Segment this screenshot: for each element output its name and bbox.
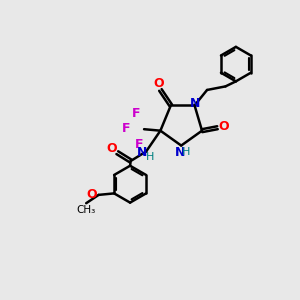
Text: N: N (136, 146, 147, 159)
Text: O: O (106, 142, 117, 155)
Text: H: H (146, 152, 154, 162)
Text: O: O (87, 188, 98, 201)
Text: O: O (219, 120, 229, 133)
Text: N: N (189, 97, 200, 110)
Text: F: F (131, 107, 140, 120)
Text: CH₃: CH₃ (76, 205, 95, 215)
Text: F: F (134, 138, 143, 151)
Text: O: O (154, 77, 164, 90)
Text: H: H (182, 147, 191, 157)
Text: N: N (175, 146, 185, 159)
Text: F: F (122, 122, 130, 135)
